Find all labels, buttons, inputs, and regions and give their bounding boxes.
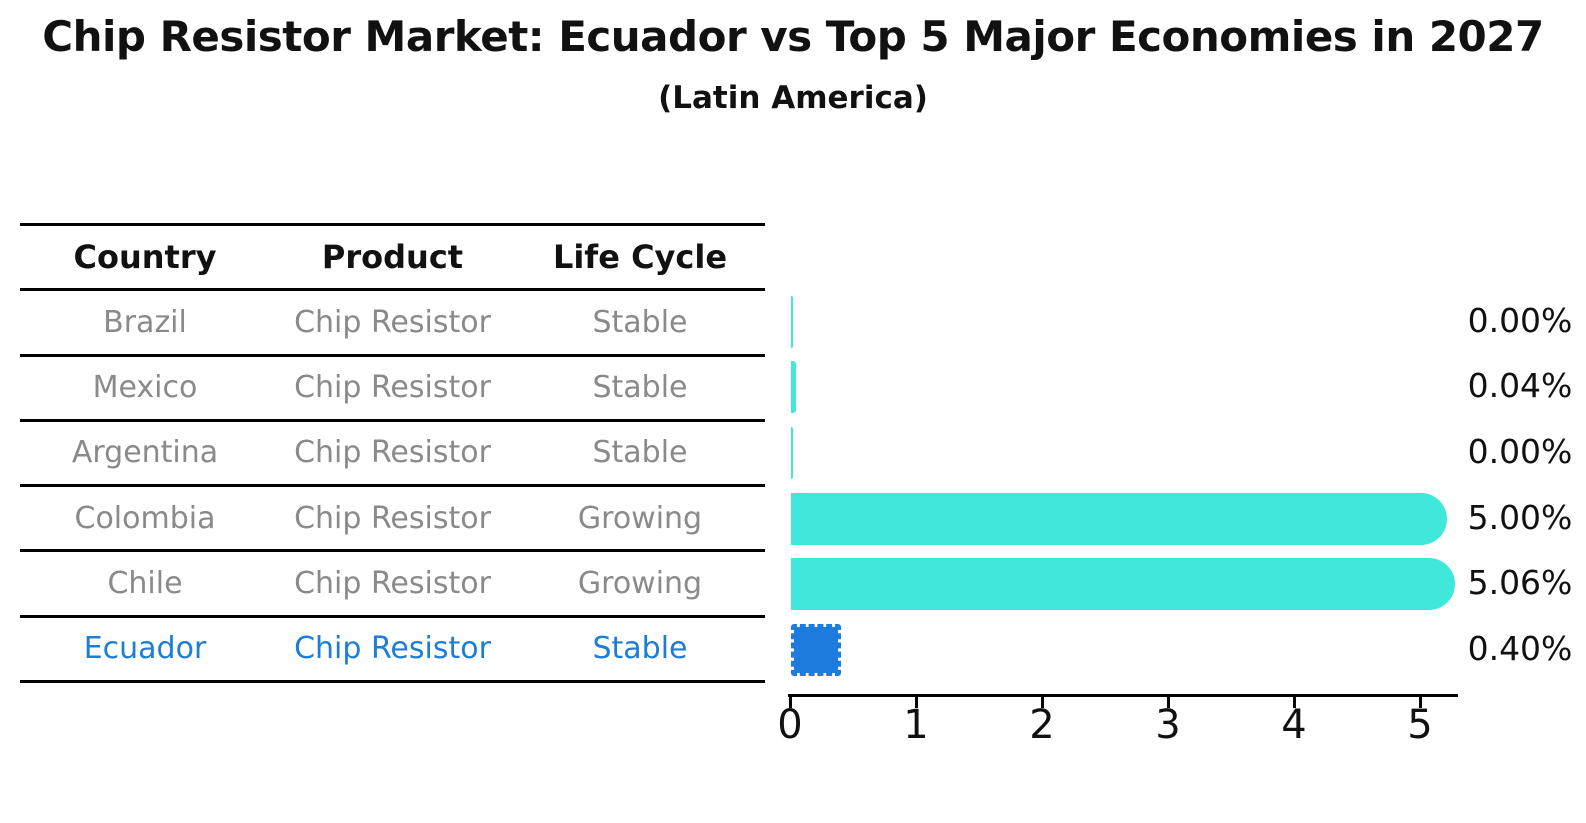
bar-mexico xyxy=(791,361,796,414)
x-tick-label: 2 xyxy=(1029,702,1055,748)
bar-colombia xyxy=(791,492,1447,545)
table-row-ecuador: Ecuador Chip Resistor Stable xyxy=(20,618,765,683)
life-cycle-cell: Stable xyxy=(592,304,688,340)
value-label-colombia: 5.00% xyxy=(1467,497,1573,537)
bar-chile xyxy=(791,558,1455,611)
x-tick-label: 3 xyxy=(1155,702,1181,748)
x-tick xyxy=(1419,697,1422,708)
country-cell: Chile xyxy=(107,566,183,602)
col-header-life-cycle: Life Cycle xyxy=(552,238,728,277)
x-tick-label: 0 xyxy=(777,702,803,748)
page-title: Chip Resistor Market: Ecuador vs Top 5 M… xyxy=(42,12,1544,61)
col-header-country: Country xyxy=(73,238,217,277)
x-tick-label: 4 xyxy=(1281,702,1307,748)
life-cycle-cell: Growing xyxy=(577,566,703,602)
bar-ecuador xyxy=(791,624,841,677)
x-tick-label: 1 xyxy=(903,702,929,748)
product-cell: Chip Resistor xyxy=(294,435,491,471)
country-table: Country Product Life Cycle Brazil Chip Re… xyxy=(20,223,765,683)
product-cell: Chip Resistor xyxy=(294,500,491,536)
value-label-ecuador: 0.40% xyxy=(1467,629,1573,669)
life-cycle-cell: Stable xyxy=(592,370,688,406)
x-tick xyxy=(1041,697,1044,708)
country-cell: Brazil xyxy=(103,304,187,340)
product-cell: Chip Resistor xyxy=(294,304,491,340)
life-cycle-cell: Stable xyxy=(592,631,688,667)
bar-brazil xyxy=(791,295,793,348)
bar-argentina xyxy=(791,427,793,479)
value-label-argentina: 0.00% xyxy=(1467,432,1573,471)
x-axis-line xyxy=(788,694,1458,697)
value-label-brazil: 0.00% xyxy=(1467,300,1573,340)
country-cell: Colombia xyxy=(74,500,216,536)
value-label-chile: 5.06% xyxy=(1467,563,1573,603)
life-cycle-cell: Stable xyxy=(592,435,688,471)
table-row-argentina: Argentina Chip Resistor Stable xyxy=(20,422,765,488)
x-tick xyxy=(789,697,792,708)
table-header-row: Country Product Life Cycle xyxy=(20,226,765,292)
value-label-mexico: 0.04% xyxy=(1467,366,1573,406)
product-cell: Chip Resistor xyxy=(294,631,491,667)
x-tick xyxy=(915,697,918,708)
product-cell: Chip Resistor xyxy=(294,370,491,406)
table-row-colombia: Colombia Chip Resistor Growing xyxy=(20,487,765,553)
table-row-chile: Chile Chip Resistor Growing xyxy=(20,552,765,618)
page-subtitle: (Latin America) xyxy=(658,80,928,116)
x-tick xyxy=(1167,697,1170,708)
country-cell: Mexico xyxy=(92,370,198,406)
x-tick xyxy=(1293,697,1296,708)
country-cell: Ecuador xyxy=(83,631,207,667)
product-cell: Chip Resistor xyxy=(294,566,491,602)
col-header-product: Product xyxy=(321,238,464,277)
x-tick-label: 5 xyxy=(1407,702,1433,748)
country-cell: Argentina xyxy=(71,435,219,471)
table-row-brazil: Brazil Chip Resistor Stable xyxy=(20,291,765,357)
life-cycle-cell: Growing xyxy=(577,500,703,536)
table-row-mexico: Mexico Chip Resistor Stable xyxy=(20,357,765,422)
